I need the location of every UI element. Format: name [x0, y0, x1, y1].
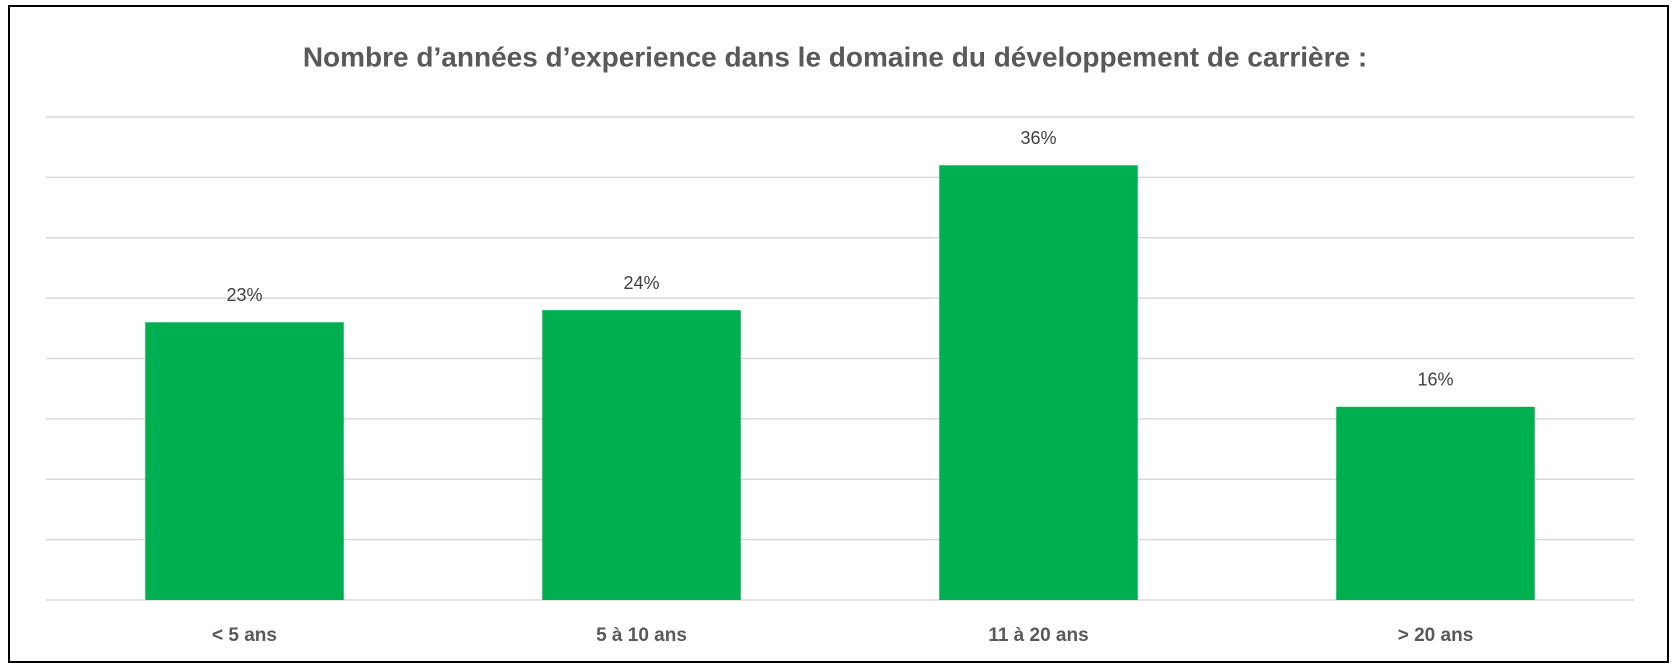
data-label: 16% [1417, 370, 1453, 390]
x-tick-label: 11 à 20 ans [988, 625, 1088, 646]
data-label: 23% [226, 285, 262, 305]
bar [542, 310, 741, 600]
bar [145, 322, 344, 600]
x-tick-label: < 5 ans [212, 625, 277, 646]
data-label: 24% [623, 273, 659, 293]
x-tick-label: > 20 ans [1398, 625, 1474, 646]
x-tick-label: 5 à 10 ans [596, 625, 687, 646]
data-label: 36% [1020, 128, 1056, 148]
bar [1336, 406, 1535, 600]
chart-title: Nombre d’années d’experience dans le dom… [303, 41, 1367, 72]
bar [939, 165, 1138, 601]
